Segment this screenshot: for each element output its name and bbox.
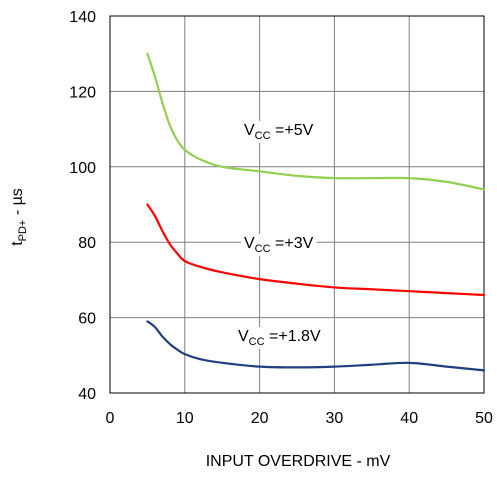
x-tick-label: 30 <box>326 410 344 427</box>
y-tick-label: 80 <box>78 235 96 252</box>
x-axis-label: INPUT OVERDRIVE - mV <box>206 453 391 470</box>
x-tick-label: 0 <box>106 410 115 427</box>
y-tick-label: 140 <box>69 9 96 26</box>
series-label-vcc-3v: VCC =+3V <box>244 235 314 255</box>
y-tick-label: 100 <box>69 160 96 177</box>
x-axis-ticks: 0 10 20 30 40 50 <box>106 410 493 427</box>
series-line-2 <box>146 320 486 372</box>
series-label-background <box>241 234 317 256</box>
x-tick-label: 10 <box>176 410 194 427</box>
series-label-background <box>241 121 317 143</box>
y-tick-label: 60 <box>78 311 96 328</box>
series-layer <box>146 52 486 372</box>
series-label-background <box>235 327 324 349</box>
x-tick-label: 40 <box>400 410 418 427</box>
x-tick-label: 20 <box>251 410 269 427</box>
y-tick-label: 40 <box>78 386 96 403</box>
x-tick-label: 50 <box>475 410 493 427</box>
series-label-vcc-1-8v: VCC =+1.8V <box>238 328 321 348</box>
y-axis-label: tPD+ - µs <box>9 188 29 246</box>
y-axis-ticks: 40 60 80 100 120 140 <box>69 9 96 403</box>
plot-area-frame <box>109 15 485 394</box>
y-tick-label: 120 <box>69 84 96 101</box>
series-line-0 <box>146 52 486 191</box>
series-line-1 <box>146 203 486 297</box>
series-label-vcc-5v: VCC =+5V <box>244 122 314 142</box>
